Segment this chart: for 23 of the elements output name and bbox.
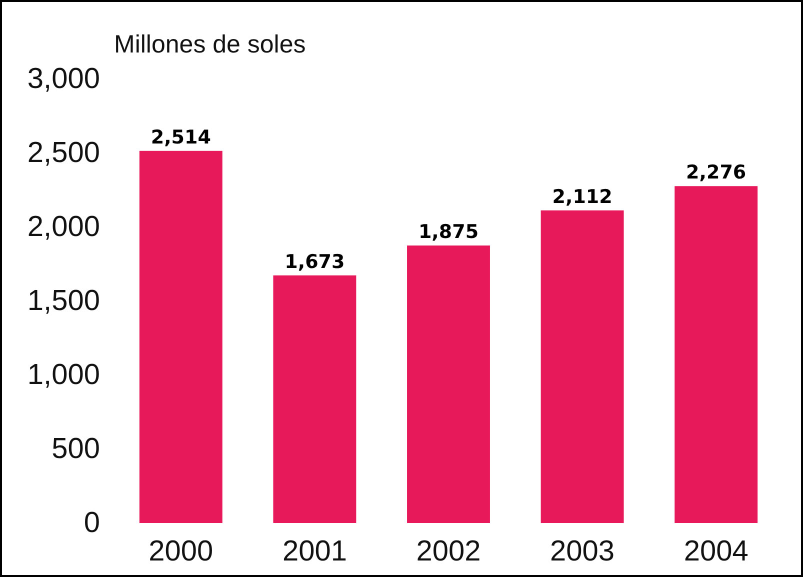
bar bbox=[540, 210, 624, 523]
x-tick-label: 2000 bbox=[148, 536, 214, 568]
bar bbox=[674, 186, 758, 523]
data-label: 2,514 bbox=[150, 126, 211, 148]
data-label: 2,112 bbox=[552, 186, 612, 208]
y-tick-label: 3,000 bbox=[27, 63, 100, 95]
y-tick-label: 1,000 bbox=[27, 359, 100, 391]
bar bbox=[407, 246, 490, 523]
y-tick-label: 2,000 bbox=[27, 211, 100, 243]
data-label: 1,875 bbox=[418, 221, 479, 243]
data-label: 1,673 bbox=[284, 250, 345, 273]
data-label: 2,276 bbox=[686, 162, 746, 184]
y-tick-label: 2,500 bbox=[27, 137, 100, 169]
bar bbox=[139, 150, 222, 523]
x-tick-label: 2004 bbox=[684, 536, 748, 568]
bar bbox=[273, 275, 356, 523]
y-tick-label: 500 bbox=[52, 433, 100, 465]
x-tick-label: 2001 bbox=[282, 536, 347, 568]
x-tick-label: 2003 bbox=[550, 536, 615, 568]
y-tick-label: 1,500 bbox=[27, 285, 100, 317]
y-tick-label: 0 bbox=[84, 507, 100, 539]
y-axis-title: Millones de soles bbox=[114, 30, 306, 58]
x-tick-label: 2002 bbox=[416, 536, 481, 568]
